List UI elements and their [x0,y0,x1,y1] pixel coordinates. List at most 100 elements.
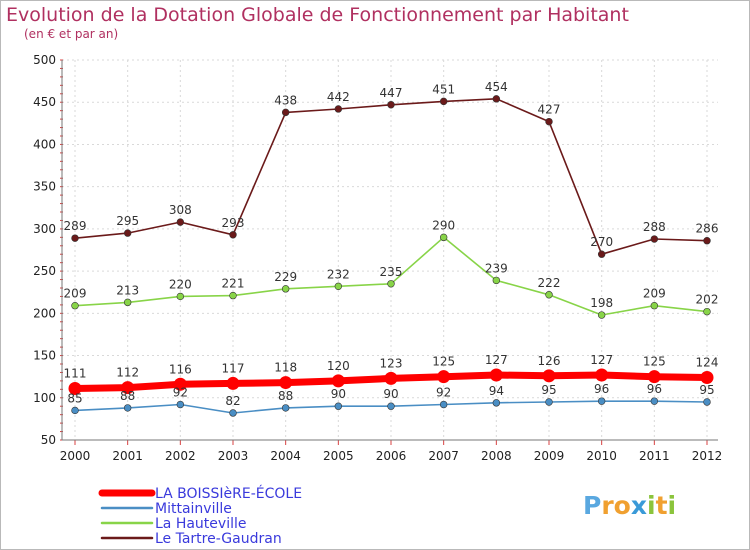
data-label: 213 [116,283,139,297]
data-point [439,233,448,242]
y-tick-label: 500 [33,53,56,67]
data-point [71,302,79,310]
y-tick-label: 50 [41,433,56,447]
data-label: 427 [538,103,561,117]
data-label: 92 [173,386,188,400]
data-point [229,291,237,300]
logo-letter: o [613,491,631,520]
data-point [545,398,553,406]
data-label: 438 [274,93,297,107]
data-label: 209 [643,287,666,301]
data-point [334,402,343,410]
data-point [176,400,185,409]
x-tick-label: 2004 [270,449,301,463]
logo-letter: x [630,491,647,520]
data-point [68,381,82,395]
data-point [489,368,503,382]
legend-label-0: LA BOISSIèRE-ÉCOLE [155,485,302,502]
data-point [597,397,606,405]
data-label: 95 [541,383,556,397]
data-label: 126 [538,354,561,368]
x-tick-label: 2007 [428,449,459,463]
data-point [700,371,714,385]
x-tick-label: 2005 [323,449,354,463]
data-label: 239 [485,261,508,275]
data-label: 85 [67,391,82,405]
data-point [597,311,606,319]
data-point [71,234,79,242]
chart-subtitle: (en € et par an) [24,27,119,41]
data-point [439,400,448,409]
data-label: 118 [274,361,297,375]
data-label: 92 [436,386,451,400]
series-layer [68,95,714,417]
data-point [650,397,659,405]
data-label: 289 [64,219,87,233]
data-point [437,370,451,384]
y-tick-label: 350 [33,180,56,194]
data-point [226,376,240,390]
data-label: 451 [432,82,455,96]
data-label: 96 [594,382,609,396]
x-tick-label: 2012 [692,449,723,463]
data-point [703,307,711,316]
x-tick-label: 2008 [481,449,512,463]
data-label: 222 [538,276,561,290]
data-label: 125 [643,355,666,369]
data-label: 229 [274,270,297,284]
x-tick-label: 2002 [165,449,196,463]
data-point [384,371,398,385]
legend-label-3: Le Tartre-Gaudran [155,531,282,547]
data-point [176,218,185,226]
x-tick-label: 2001 [112,449,143,463]
y-tick-label: 200 [33,306,56,320]
data-label: 295 [116,214,139,228]
data-label: 111 [64,366,87,380]
x-tick-label: 2010 [586,449,617,463]
y-tick-label: 400 [33,137,56,151]
y-tick-label: 300 [33,222,56,236]
x-tick-label: 2003 [218,449,249,463]
chart-title: Evolution de la Dotation Globale de Fonc… [6,4,629,26]
data-point [703,398,711,406]
legend-label-1: Mittainville [155,501,232,517]
data-label: 447 [380,86,403,100]
data-point [279,376,293,390]
logo-letter: t [655,491,668,520]
data-label: 454 [485,80,508,94]
data-point [703,237,711,245]
data-label: 124 [696,356,719,370]
data-label: 288 [643,220,666,234]
data-label: 221 [222,277,245,291]
data-label: 220 [169,277,192,291]
data-point [545,117,553,126]
data-label: 88 [120,389,135,403]
data-label: 116 [169,362,192,376]
data-point [542,369,556,383]
data-point [229,231,237,239]
y-tick-label: 450 [33,95,56,109]
data-point [387,280,395,288]
y-tick-label: 150 [33,349,56,363]
data-label: 120 [327,359,350,373]
data-point [71,406,79,415]
data-point [281,285,290,293]
data-label: 117 [222,361,245,375]
data-label: 82 [225,394,240,408]
data-point [545,291,553,299]
data-label: 286 [696,222,719,236]
data-label: 95 [699,383,714,397]
data-label: 90 [383,387,398,401]
data-label: 232 [327,267,350,281]
data-label: 88 [278,389,293,403]
data-label: 125 [432,355,455,369]
logo-letter: P [583,491,602,520]
data-label: 94 [489,384,504,398]
y-tick-label: 100 [33,391,56,405]
data-point [173,377,187,391]
data-label: 290 [432,218,455,232]
data-point [281,108,290,117]
data-label: 123 [380,356,403,370]
